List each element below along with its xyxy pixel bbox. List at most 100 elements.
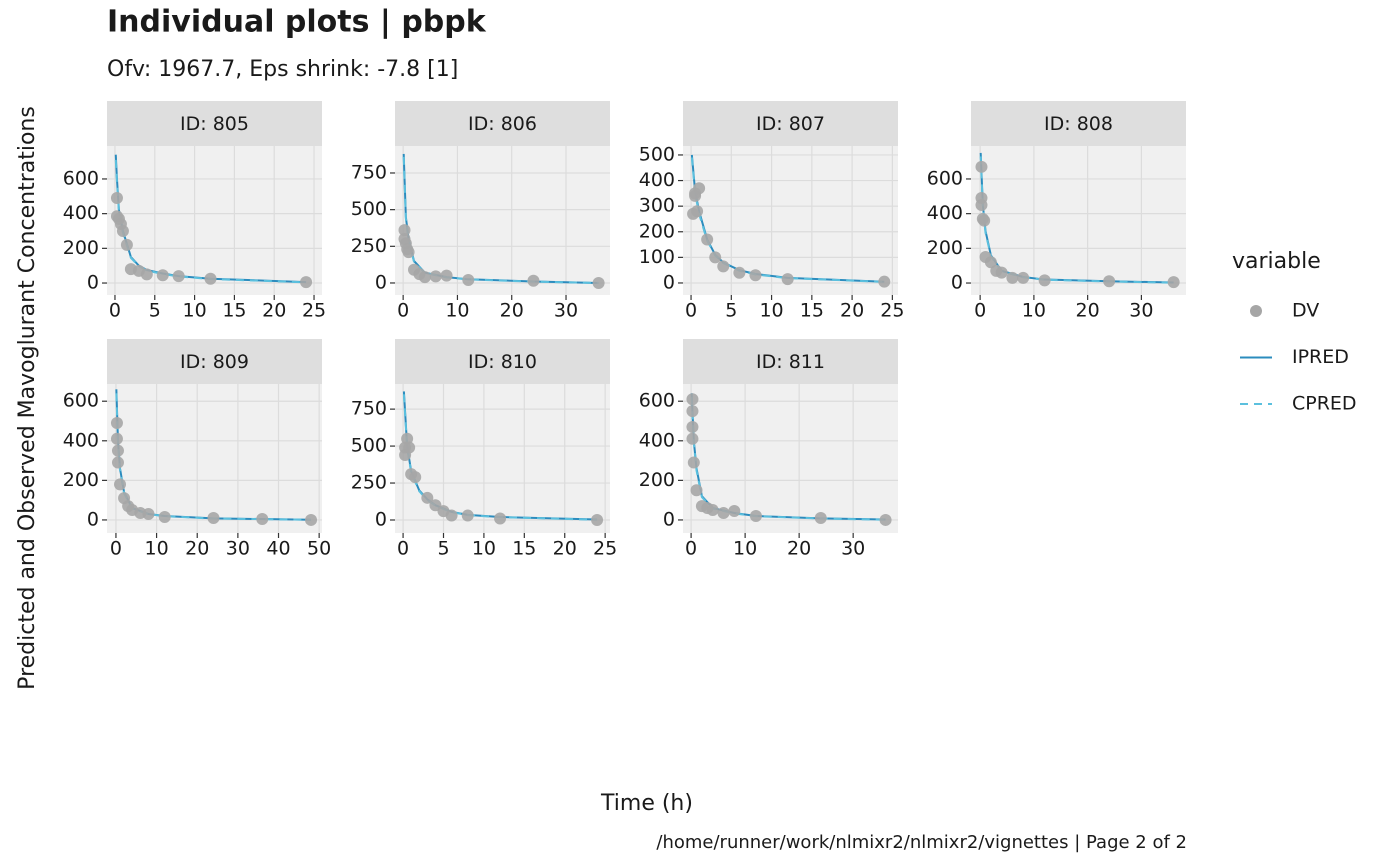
dv-point [975,160,988,173]
y-tick-label: 500 [351,198,387,220]
dv-point [110,192,123,205]
strip-label: ID: 809 [180,351,249,373]
panel-background [395,384,610,533]
dv-point [120,238,133,251]
strip-label: ID: 811 [756,351,825,373]
x-tick-label: 20 [840,300,864,322]
dv-point [591,513,604,526]
dv-point [733,266,746,279]
dv-point [814,511,827,524]
strip [683,101,898,146]
dv-point [592,276,605,289]
dv-point [978,214,991,227]
x-tick-label: 0 [974,300,986,322]
x-tick-label: 5 [149,300,161,322]
dv-point [1167,276,1180,289]
y-tick-label: 600 [63,390,99,412]
y-tick-label: 600 [927,167,963,189]
x-tick-label: 30 [554,300,578,322]
dv-point [701,233,714,246]
dv-point [110,432,123,445]
strip-label: ID: 805 [180,113,249,135]
dv-point [409,471,422,484]
y-tick-label: 0 [375,508,387,530]
strip [971,101,1186,146]
dv-point [111,444,124,457]
y-tick-label: 0 [951,272,963,294]
x-tick-label: 10 [144,538,168,560]
y-tick-label: 250 [351,472,387,494]
dv-point [878,275,891,288]
dv-point [158,510,171,523]
x-tick-label: 30 [1129,300,1153,322]
x-tick-label: 15 [222,300,246,322]
dv-point [717,260,730,273]
x-tick-label: 10 [759,300,783,322]
dv-point [156,269,169,282]
y-tick-label: 300 [639,195,675,217]
dv-point [717,507,730,520]
chart-subtitle: Ofv: 1967.7, Eps shrink: -7.8 [1] [107,57,458,82]
x-tick-label: 25 [880,300,904,322]
x-tick-label: 10 [182,300,206,322]
dv-point [686,420,699,433]
legend-label: CPRED [1292,393,1357,415]
x-tick-label: 15 [512,538,536,560]
dv-point [305,513,318,526]
dv-point [686,432,699,445]
y-tick-label: 750 [351,161,387,183]
dv-point [749,509,762,522]
panel-background [395,146,610,295]
dv-point [172,270,185,283]
x-tick-label: 0 [397,538,409,560]
x-tick-label: 10 [472,538,496,560]
x-tick-label: 40 [266,538,290,560]
strip [395,101,610,146]
dv-point [494,512,507,525]
dv-point [114,478,127,491]
strip [395,339,610,384]
dv-point [256,512,269,525]
x-tick-label: 20 [185,538,209,560]
x-tick-label: 0 [109,300,121,322]
x-tick-label: 20 [262,300,286,322]
x-tick-label: 0 [685,300,697,322]
x-tick-label: 20 [1076,300,1100,322]
dv-point [440,269,453,282]
x-tick-label: 25 [302,300,326,322]
dv-point [749,269,762,282]
strip-label: ID: 810 [468,351,537,373]
y-tick-label: 0 [663,508,675,530]
dv-point [527,274,540,287]
y-tick-label: 200 [63,237,99,259]
dv-point [429,270,442,283]
y-tick-label: 0 [87,508,99,530]
dv-point [1038,274,1051,287]
dv-point [445,509,458,522]
dv-point [1103,275,1116,288]
y-tick-label: 600 [639,390,675,412]
y-tick-label: 400 [639,429,675,451]
chart-title: Individual plots | pbpk [107,5,487,40]
x-tick-label: 20 [500,300,524,322]
dv-point [1006,271,1019,284]
dv-point [398,224,411,237]
dv-point [975,198,988,211]
dv-point [691,205,704,218]
x-tick-label: 0 [110,538,122,560]
dv-point [1017,271,1030,284]
y-tick-label: 600 [63,167,99,189]
y-tick-label: 200 [639,469,675,491]
strip-label: ID: 807 [756,113,825,135]
y-tick-label: 200 [927,237,963,259]
dv-point [111,456,124,469]
x-tick-label: 10 [445,300,469,322]
x-tick-label: 5 [437,538,449,560]
dv-point [693,182,706,195]
dv-point [706,504,719,517]
y-tick-label: 200 [63,469,99,491]
dv-point [879,513,892,526]
y-tick-label: 0 [87,272,99,294]
x-tick-label: 0 [397,300,409,322]
